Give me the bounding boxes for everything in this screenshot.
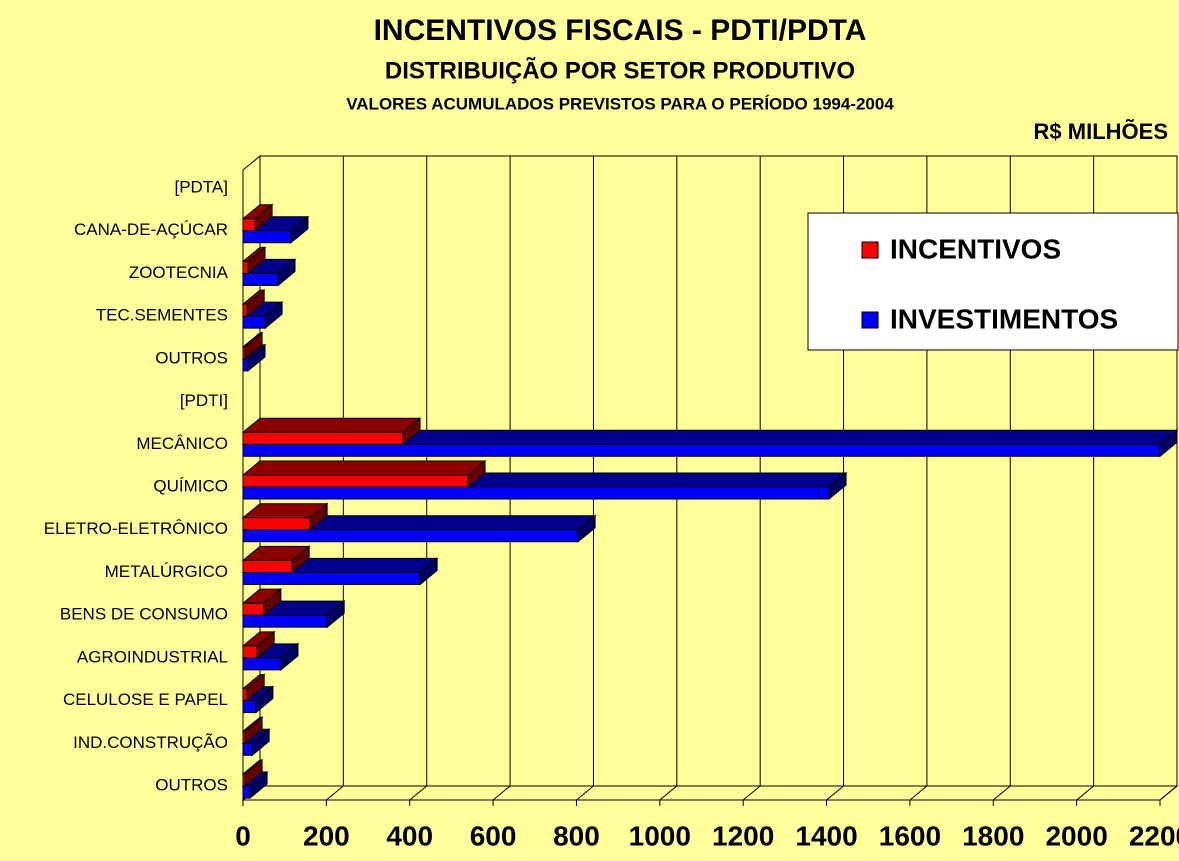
bar-front — [242, 657, 282, 671]
bar-front — [242, 517, 311, 531]
x-tick-label: 2200 — [1129, 820, 1179, 851]
bar-front — [242, 700, 257, 714]
bar-front — [242, 571, 421, 585]
x-tick-label: 2000 — [1045, 820, 1107, 851]
y-tick-label: MECÂNICO — [136, 434, 228, 453]
bar-front — [242, 474, 469, 488]
bar — [241, 758, 264, 788]
bar — [241, 685, 275, 714]
grid-line-floor — [742, 785, 761, 801]
bar-top — [241, 460, 487, 476]
bar-front — [242, 315, 266, 329]
legend-swatch — [861, 241, 879, 259]
bar-front — [242, 346, 246, 360]
x-tick-label: 1800 — [962, 820, 1024, 851]
y-tick-label: ZOOTECNIA — [129, 263, 229, 282]
bar — [241, 630, 276, 659]
bar — [241, 301, 284, 330]
bar — [241, 459, 487, 489]
x-tick-label: 1200 — [712, 820, 774, 851]
bar-front — [242, 730, 246, 744]
x-tick-label: 800 — [553, 820, 600, 851]
bar — [241, 502, 329, 531]
bar-front — [242, 559, 293, 573]
bar-front — [242, 785, 251, 799]
y-tick-label: IND.CONSTRUÇÃO — [73, 733, 228, 752]
chart-subtitle: DISTRIBUIÇÃO POR SETOR PRODUTIVO — [385, 56, 855, 84]
x-tick-label: 1000 — [629, 820, 691, 851]
grid-line-floor — [576, 785, 594, 801]
grid-line-floor — [909, 785, 928, 801]
y-tick-label: QUÍMICO — [153, 476, 228, 495]
legend-label: INCENTIVOS — [890, 233, 1061, 264]
y-tick-label: OUTROS — [155, 348, 228, 367]
grid-line-floor — [409, 785, 428, 801]
bar — [241, 331, 264, 360]
bar — [241, 673, 266, 702]
grid-line-floor — [1159, 785, 1178, 801]
grid-line — [492, 156, 511, 801]
grid-line-floor — [659, 785, 678, 801]
y-tick-label: AGROINDUSTRIAL — [77, 647, 228, 666]
bar-front — [242, 602, 265, 616]
bar-front — [242, 529, 579, 543]
bar — [241, 246, 267, 275]
y-tick-label: OUTROS — [155, 775, 228, 794]
bar — [241, 258, 297, 287]
bar — [241, 514, 597, 543]
bar-front — [242, 431, 404, 445]
grid-line-floor — [492, 785, 511, 801]
grid-line-floor — [992, 785, 1011, 801]
y-tick-label: ELETRO-ELETRÔNICO — [44, 519, 228, 538]
grid-line — [659, 156, 678, 801]
x-tick-label: 400 — [386, 820, 433, 851]
bar-front — [242, 742, 253, 756]
x-tick-label: 600 — [470, 820, 517, 851]
x-tick-label: 1600 — [879, 820, 941, 851]
chart-note: VALORES ACUMULADOS PREVISTOS PARA O PERÍ… — [346, 94, 894, 113]
y-tick-label: [PDTI] — [180, 391, 228, 410]
bar-front — [242, 486, 830, 500]
y-tick-label: CELULOSE E PAPEL — [63, 690, 228, 709]
bar-front — [242, 614, 328, 628]
legend: INCENTIVOS INVESTIMENTOS — [807, 212, 1179, 351]
y-tick-label: BENS DE CONSUMO — [60, 605, 228, 624]
bar-front — [242, 230, 292, 244]
bar-front — [242, 218, 256, 232]
bar — [241, 429, 1179, 458]
x-tick-label: 1400 — [795, 820, 857, 851]
legend-swatch — [861, 311, 879, 329]
bar-front — [242, 303, 248, 317]
y-tick-label: CANA-DE-AÇÚCAR — [74, 220, 228, 239]
bar-front — [242, 260, 249, 274]
bar-front — [242, 773, 246, 787]
bar — [241, 203, 274, 232]
legend-label: INVESTIMENTOS — [890, 303, 1118, 334]
y-tick-label: METALÚRGICO — [105, 562, 228, 581]
grid-line-floor — [1076, 785, 1094, 801]
bar — [241, 417, 422, 446]
bar-front — [242, 358, 249, 372]
unit-label: R$ MILHÕES — [1034, 119, 1168, 144]
grid-line — [576, 156, 594, 801]
grid-line-floor — [326, 785, 344, 801]
bar-front — [242, 443, 1161, 457]
bar — [241, 545, 311, 574]
chart-title: INCENTIVOS FISCAIS - PDTI/PDTA — [374, 14, 867, 47]
grid-line-floor — [826, 785, 844, 801]
bar — [241, 716, 264, 745]
grid-line — [742, 156, 761, 801]
y-tick-label: TEC.SEMENTES — [96, 306, 228, 325]
x-tick-label: 0 — [235, 820, 251, 851]
bar-front — [242, 645, 258, 659]
bar-front — [242, 688, 248, 702]
bar-front — [242, 272, 279, 286]
y-tick-label: [PDTA] — [174, 177, 228, 196]
bar — [241, 588, 283, 617]
floor — [241, 785, 1179, 801]
bar — [241, 289, 266, 318]
bar-top — [241, 417, 422, 433]
x-tick-label: 200 — [303, 820, 350, 851]
